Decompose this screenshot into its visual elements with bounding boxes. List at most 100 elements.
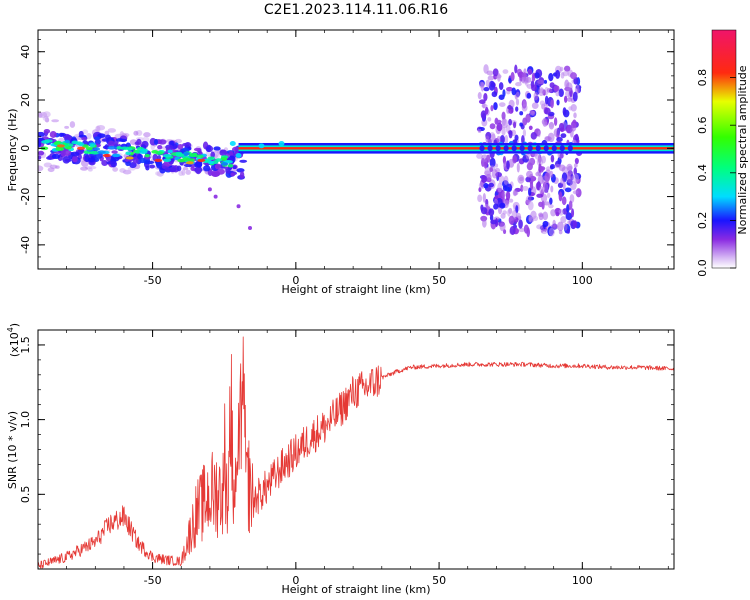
- spectral-blob: [496, 135, 501, 144]
- spectral-blob: [511, 87, 517, 96]
- spectral-blob: [507, 105, 512, 110]
- spectral-blob: [107, 146, 117, 150]
- spectral-blob: [144, 153, 150, 158]
- spectral-blob: [529, 180, 534, 191]
- spectral-blob: [278, 140, 285, 146]
- spectral-blob: [487, 75, 495, 81]
- carrier-dot: [519, 145, 525, 152]
- spectral-blob: [38, 165, 44, 172]
- spectral-blob: [120, 146, 130, 151]
- spectral-blob: [541, 175, 549, 185]
- spectral-blob: [86, 133, 92, 140]
- spectral-blob: [64, 125, 70, 129]
- spectral-blob: [513, 190, 519, 196]
- spectral-blob: [195, 154, 204, 159]
- spectral-blob: [515, 91, 520, 99]
- spectral-blob: [239, 171, 245, 179]
- spectral-blob: [543, 79, 548, 84]
- spectral-blob: [156, 160, 163, 169]
- spectral-blob: [526, 162, 533, 171]
- spectral-blob: [566, 97, 573, 102]
- spectral-blob: [555, 212, 560, 217]
- spectral-blob: [213, 194, 218, 199]
- spectral-blob: [483, 64, 489, 74]
- spectral-blob: [503, 175, 509, 186]
- spectral-blob: [560, 133, 567, 139]
- y-tick-label: -40: [19, 236, 32, 254]
- spectral-blob: [565, 82, 573, 92]
- spectral-blob: [543, 201, 551, 206]
- spectral-blob: [143, 132, 151, 138]
- spectral-blob: [69, 121, 76, 128]
- spectral-blob: [119, 168, 126, 173]
- spectral-blob: [481, 175, 488, 183]
- colorbar-ticks: 0.0 0.2 0.4 0.6 0.8: [696, 69, 736, 277]
- spectral-blob: [105, 134, 111, 140]
- spectral-hotspot: [76, 146, 85, 150]
- spectral-blob: [562, 107, 567, 116]
- spectral-blob: [491, 91, 498, 98]
- spectral-blob: [549, 164, 556, 170]
- spectral-blob: [195, 166, 202, 175]
- spectral-blob: [514, 64, 518, 74]
- chart-title: C2E1.2023.114.11.06.R16: [264, 2, 448, 18]
- spectral-blob: [116, 146, 122, 150]
- spectral-blob: [133, 130, 139, 136]
- spectral-blob: [506, 160, 510, 170]
- spectral-blob: [111, 153, 121, 158]
- spectral-blob: [498, 102, 506, 107]
- spectral-blob: [235, 153, 242, 159]
- spectral-blob: [149, 164, 156, 169]
- spectral-hotspot: [154, 158, 163, 162]
- spectral-blob: [38, 131, 46, 137]
- spectral-blob: [111, 150, 118, 154]
- spectral-blob: [125, 161, 131, 167]
- spectral-blob: [550, 224, 558, 229]
- spectral-blob: [51, 153, 61, 159]
- snr-panel: -50 0 50 100 0.5 1.0 1.5 Height of straight li…: [6, 323, 675, 596]
- spectral-blob: [51, 119, 60, 123]
- spectral-blob: [94, 136, 101, 141]
- spectral-blob: [501, 118, 508, 129]
- spectral-blob: [555, 69, 561, 79]
- spectral-blob: [55, 147, 65, 151]
- spectral-blob: [87, 168, 93, 172]
- spectral-blob: [550, 99, 554, 109]
- spectral-blob: [493, 198, 499, 205]
- carrier-dot: [527, 145, 533, 152]
- spectral-blob: [558, 229, 563, 235]
- spectral-blob: [539, 185, 544, 195]
- spectral-blob: [502, 89, 506, 98]
- spectral-blob: [145, 165, 150, 171]
- spectrogram-x-axis-label: Height of straight line (km): [281, 283, 430, 296]
- spectral-blob: [504, 134, 509, 145]
- carrier-dot: [479, 145, 485, 152]
- spectral-blob: [139, 157, 146, 164]
- spectral-blob: [563, 65, 571, 72]
- spectral-blob: [573, 163, 578, 168]
- spectral-blob: [546, 192, 551, 199]
- spectral-blob: [548, 122, 554, 128]
- spectral-blob: [490, 105, 494, 112]
- spectral-blob: [549, 82, 555, 89]
- spectral-blob: [480, 207, 488, 215]
- spectral-blob: [572, 173, 580, 184]
- spectral-blob: [483, 182, 489, 189]
- spectral-blob: [563, 222, 568, 231]
- spectral-blob: [38, 150, 45, 156]
- spectral-blob: [115, 138, 124, 142]
- y-tick-label: 1.5: [19, 336, 32, 354]
- spectral-blob: [537, 130, 541, 138]
- spectral-blob: [62, 155, 71, 164]
- spectral-blob: [488, 182, 495, 188]
- spectral-blob: [542, 211, 549, 221]
- spectral-blob: [515, 98, 520, 106]
- spectral-blob: [505, 190, 511, 201]
- spectral-blob: [560, 216, 567, 224]
- spectral-blob: [512, 121, 517, 129]
- spectral-hotspot: [125, 156, 134, 160]
- spectral-blob: [485, 135, 490, 143]
- spectral-blob: [527, 200, 534, 211]
- spectral-blob: [228, 150, 234, 158]
- spectral-blob: [517, 174, 525, 184]
